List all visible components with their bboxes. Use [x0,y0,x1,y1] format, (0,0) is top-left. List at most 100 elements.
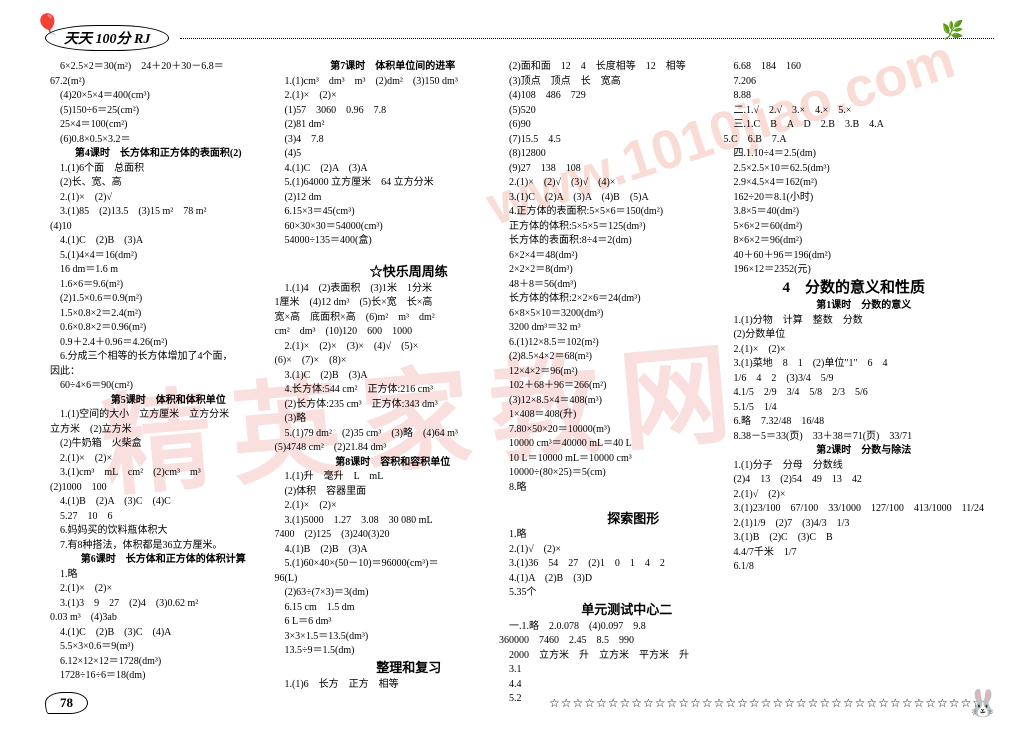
text-line: 3.(1)cm³ mL cm² (2)cm³ m³ [50,466,267,481]
plant-icon: 🌿 [942,20,964,41]
text-line: 60÷4×6＝90(cm²) [50,379,267,394]
text-line: 3.(1)B (2)C (3)C B [724,531,984,546]
text-line: 10 L＝10000 mL＝10000 cm³ [499,452,716,467]
text-line: 4.(1)C (2)A (3)A [275,162,492,177]
text-line: 54000÷135＝400(盒) [275,234,492,249]
text-line: (2)63÷(7×3)＝3(dm) [275,586,492,601]
text-line: 5.35个 [499,586,716,601]
column-4: 6.68 184 160 7.206 8.88 二.1.√ 2.√ 3.× 4.… [724,60,984,674]
text-line: 2.(1)× (2)× [275,89,492,104]
text-line: (6)90 [499,118,716,133]
column-3: (2)面和面 12 4 长度相等 12 相等 (3)顶点 顶点 长 宽高 (4)… [499,60,716,674]
text-line: 一.1.略 2.0.078 (4)0.097 9.8 [499,620,716,635]
text-line: 7.有8种搭法，体积都是36立方厘米。 [50,539,267,554]
text-line: 宽×高 底面积×高 (6)m² m³ dm² [275,311,492,326]
text-line: 2.(1)× (2)√ (3)√ (4)× [499,176,716,191]
text-line: 8.38－5＝33(页) 33＋38＝71(页) 33/71 [724,430,984,445]
text-line: 67.2(m²) [50,75,267,90]
text-line: 5.5×3×0.6＝9(m³) [50,640,267,655]
page-number: 78 [45,692,88,714]
text-line: 3.(1)C (2)B (3)A [275,369,492,384]
text-line: 1.5×0.8×2＝2.4(m²) [50,307,267,322]
text-line: 2.(1)1/9 (2)7 (3)4/3 1/3 [724,517,984,532]
text-line: 5×6×2＝60(dm²) [724,220,984,235]
text-line: 5.C 6.B 7.A [724,133,984,148]
text-line: 第7课时 体积单位间的进率 [275,60,492,75]
text-line: 第4课时 长方体和正方体的表面积(2) [50,147,267,162]
text-line: 162÷20＝8.1(小时) [724,191,984,206]
text-line: 4.(1)B (2)A (3)C (4)C [50,495,267,510]
text-line: (5)150÷6＝25(cm²) [50,104,267,119]
text-line: 长方体的体积:2×2×6＝24(dm³) [499,292,716,307]
text-line: 3200 dm³＝32 m³ [499,321,716,336]
text-line: (3)略 [275,412,492,427]
text-line: 1/6 4 2 (3)3/4 5/9 [724,372,984,387]
text-line: (7)15.5 4.5 [499,133,716,148]
text-line: 3.(1)菜地 8 1 (2)单位"1" 6 4 [724,357,984,372]
text-line: 第5课时 体积和体积单位 [50,394,267,409]
text-line: (4)20×5×4＝400(cm³) [50,89,267,104]
text-line: 6 L＝6 dm³ [275,615,492,630]
text-line: 3.1 [499,663,716,678]
text-line: 整理和复习 [275,659,492,678]
text-line: 2000 立方米 升 立方米 平方米 升 [499,649,716,664]
text-line: 7.206 [724,75,984,90]
footer-stars: ☆☆☆☆☆☆☆☆☆☆☆☆☆☆☆☆☆☆☆☆☆☆☆☆☆☆☆☆☆☆☆☆☆☆☆☆☆ [88,696,984,711]
text-line: 12×4×2＝96(m²) [499,365,716,380]
text-line: (3)12×8.5×4＝408(m³) [499,394,716,409]
text-line: 0.03 m³ (4)3ab [50,611,267,626]
text-line: 第8课时 容积和容积单位 [275,456,492,471]
text-line: (2)81 dm² [275,118,492,133]
text-line: 6.(1)12×8.5＝102(m²) [499,336,716,351]
text-line: (5)520 [499,104,716,119]
text-line: (8)12800 [499,147,716,162]
text-line: 四.1.10÷4＝2.5(dm) [724,147,984,162]
text-line: 8×6×2＝96(dm²) [724,234,984,249]
text-line: 2.(1)× (2)× [275,499,492,514]
footer: 78 ☆☆☆☆☆☆☆☆☆☆☆☆☆☆☆☆☆☆☆☆☆☆☆☆☆☆☆☆☆☆☆☆☆☆☆☆☆ [45,692,984,714]
text-line: 6.分成三个相等的长方体增加了4个面， [50,350,267,365]
text-line: (4)5 [275,147,492,162]
text-line: (1)57 3060 0.96 7.8 [275,104,492,119]
text-line: 48＋8＝56(dm³) [499,278,716,293]
text-line: 4.(1)A (2)B (3)D [499,572,716,587]
text-line: 1.(1)分子 分母 分数线 [724,459,984,474]
text-line: (4)108 486 729 [499,89,716,104]
header-divider [180,38,994,39]
text-line: 2.(1)× (2)× [50,582,267,597]
text-line: 96(L) [275,572,492,587]
text-line: 1.6×6＝9.6(m²) [50,278,267,293]
rabbit-icon: 🐰 [967,689,999,719]
text-line: ☆快乐周周练 [275,263,492,282]
text-line: 7400 (2)125 (3)240(3)20 [275,528,492,543]
column-1: 6×2.5×2＝30(m²) 24＋20＋30－6.8＝67.2(m²) (4)… [50,60,267,674]
text-line: 2.(1)× (2)× [50,452,267,467]
text-line: 4.(1)C (2)B (3)C (4)A [50,626,267,641]
text-line: 196×12＝2352(元) [724,263,984,278]
text-line: (6)0.8×0.5×3.2＝ [50,133,267,148]
text-line: 1.略 [499,528,716,543]
text-line: 1.(1)空间的大小 立方厘米 立方分米 [50,408,267,423]
text-line: 8.88 [724,89,984,104]
text-line: (6)× (7)× (8)× [275,354,492,369]
text-line: (4)10 [50,220,267,235]
text-line: 360000 7460 2.45 8.5 990 [499,634,716,649]
text-line: 3.(1)3 9 27 (2)4 (3)0.62 m² [50,597,267,612]
text-line: (2)1.5×0.6＝0.9(m²) [50,292,267,307]
text-line: (5)4748 cm² (2)21.84 dm³ [275,441,492,456]
text-line: 6.68 184 160 [724,60,984,75]
content-columns: 6×2.5×2＝30(m²) 24＋20＋30－6.8＝67.2(m²) (4)… [50,60,984,674]
text-line: 3×3×1.5＝13.5(dm³) [275,630,492,645]
text-line: 10000 cm³＝40000 mL＝40 L [499,437,716,452]
text-line: 1.(1)升 毫升 L mL [275,470,492,485]
text-line: 三.1.C B A D 2.B 3.B 4.A [724,118,984,133]
text-line: 8.略 [499,481,716,496]
text-line: 2.9×4.5×4＝162(m²) [724,176,984,191]
text-line: 1×408＝408(升) [499,408,716,423]
text-line: 3.(1)85 (2)13.5 (3)15 m² 78 m² [50,205,267,220]
text-line: (2)长方体:235 cm³ 正方体:343 dm³ [275,398,492,413]
text-line: 4.长方体:544 cm² 正方体:216 cm³ [275,383,492,398]
text-line: 60×30×30＝54000(cm³) [275,220,492,235]
text-line: 5.(1)64000 立方厘米 64 立方分米 [275,176,492,191]
text-line: 1.略 [50,568,267,583]
